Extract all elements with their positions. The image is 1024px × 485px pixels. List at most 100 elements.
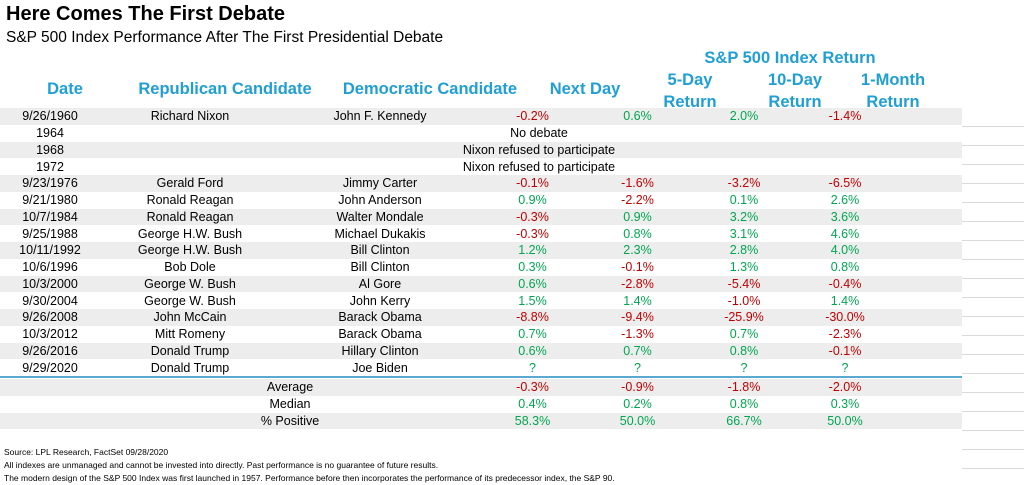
header-5-day-line1: 5-Day — [667, 71, 713, 89]
header-1-month: 1-Month Return — [843, 69, 943, 113]
footnote-disclaimer: All indexes are unmanaged and cannot be … — [4, 460, 439, 470]
five-day-cell: 1.4% — [623, 293, 652, 308]
table-row: 9/26/2008 John McCain Barack Obama -8.8% -9.… — [0, 309, 962, 326]
blank-cell — [798, 158, 892, 175]
header-date: Date — [47, 80, 83, 98]
ten-day-cell: -25.9% — [690, 309, 798, 326]
next-day-cell: ? — [529, 360, 536, 375]
table-row: 10/3/2000 George W. Bush Al Gore 0.6% -2.8% -… — [0, 275, 962, 293]
ten-day-cell: 0.8% — [729, 397, 759, 412]
five-day-cell: 0.8% — [623, 226, 652, 241]
pad-cell — [892, 292, 962, 309]
spreadsheet-gridlines — [962, 108, 1024, 469]
five-day-cell: 2.3% — [585, 242, 690, 259]
table-row: 10/6/1996 Bob Dole Bill Clinton 0.3% -0.1% 1.… — [0, 259, 962, 276]
date-cell: 9/23/1976 — [0, 175, 100, 192]
pad-cell — [892, 326, 962, 343]
blank-cell — [798, 125, 892, 142]
ten-day-cell: 0.1% — [729, 193, 759, 208]
blank-cell — [100, 125, 280, 142]
republican-cell: Ronald Reagan — [146, 193, 234, 208]
democratic-cell: Al Gore — [280, 275, 480, 293]
next-day-cell: 1.2% — [480, 242, 585, 259]
pad-cell — [892, 208, 962, 226]
one-month-cell: -2.3% — [828, 327, 862, 342]
one-month-cell: 4.0% — [798, 242, 892, 259]
pad-cell — [892, 108, 962, 125]
ten-day-cell: 3.1% — [729, 226, 759, 241]
header-next-day: Next Day — [549, 80, 621, 98]
table-row: 9/25/1988 George H.W. Bush Michael Dukakis… — [0, 225, 962, 242]
header-democratic: Democratic Candidate — [342, 80, 518, 98]
pad-cell — [892, 342, 962, 360]
republican-cell: George H.W. Bush — [100, 242, 280, 259]
next-day-cell: 58.3% — [480, 412, 585, 430]
one-month-cell: -0.1% — [798, 342, 892, 360]
date-cell: 9/21/1980 — [22, 193, 78, 208]
summary-row: % Positive 58.3% 50.0% 66.7% 50.0% — [0, 412, 962, 430]
table-row: 9/23/1976 Gerald Ford Jimmy Carter -0.1% -1.… — [0, 175, 962, 192]
blank-cell — [0, 396, 100, 413]
republican-cell: George H.W. Bush — [137, 226, 243, 241]
blank-cell — [100, 158, 280, 175]
democratic-cell: Michael Dukakis — [334, 226, 426, 241]
next-day-cell: 0.6% — [480, 342, 585, 360]
date-cell: 10/7/1984 — [0, 208, 100, 226]
summary-row: Median 0.4% 0.2% 0.8% 0.3% — [0, 396, 962, 413]
pad-cell — [892, 309, 962, 326]
page-subtitle: S&P 500 Index Performance After The Firs… — [6, 29, 444, 46]
group-header: S&P 500 Index Return — [704, 49, 876, 67]
one-month-cell: 0.3% — [830, 397, 860, 412]
republican-cell: George W. Bush — [100, 275, 280, 293]
summary-row: Average -0.3% -0.9% -1.8% -2.0% — [0, 379, 962, 396]
pad-cell — [892, 412, 962, 430]
next-day-cell: -8.8% — [480, 309, 585, 326]
ten-day-cell: -3.2% — [690, 175, 798, 192]
summary-table-body: Average -0.3% -0.9% -1.8% -2.0% Median 0.4% 0.2… — [0, 379, 962, 430]
ten-day-cell: ? — [740, 360, 748, 375]
republican-cell: Mitt Romeny — [154, 327, 226, 342]
blank-cell — [0, 412, 100, 430]
table-row: 9/30/2004 George W. Bush John Kerry 1.5% 1.4… — [0, 292, 962, 309]
democratic-cell: Bill Clinton — [280, 242, 480, 259]
republican-cell: Ronald Reagan — [100, 208, 280, 226]
date-cell: 9/26/2008 — [0, 309, 100, 326]
next-day-cell: 0.6% — [480, 275, 585, 293]
date-cell: 9/26/1960 — [0, 108, 100, 125]
summary-label: Median — [269, 397, 311, 412]
summary-label: Average — [100, 379, 480, 396]
table-row: 9/26/1960 Richard Nixon John F. Kennedy -0.… — [0, 108, 962, 125]
next-day-cell: -0.3% — [516, 226, 549, 241]
blank-cell — [892, 125, 962, 142]
date-cell: 10/3/2012 — [22, 327, 78, 342]
header-10-day: 10-Day Return — [745, 69, 845, 113]
date-cell: 1972 — [36, 159, 64, 174]
table-row: 9/21/1980 Ronald Reagan John Anderson 0.9% -… — [0, 192, 962, 209]
table-row: 10/11/1992 George H.W. Bush Bill Clinton 1.… — [0, 242, 962, 259]
date-cell: 1964 — [36, 126, 64, 141]
next-day-cell: -0.3% — [480, 208, 585, 226]
debate-table: 9/26/1960 Richard Nixon John F. Kennedy -0.… — [0, 108, 962, 376]
date-cell: 10/3/2000 — [0, 275, 100, 293]
ten-day-cell: -5.4% — [690, 275, 798, 293]
democratic-cell: John Kerry — [349, 293, 411, 308]
pad-cell — [892, 242, 962, 259]
date-cell: 1968 — [0, 141, 100, 159]
ten-day-cell: 1.3% — [729, 260, 759, 275]
one-month-cell: -2.0% — [798, 379, 892, 396]
one-month-cell: 2.6% — [830, 193, 860, 208]
header-5-day-line2: Return — [663, 93, 717, 111]
five-day-cell: 0.6% — [585, 108, 690, 125]
one-month-cell: 50.0% — [798, 412, 892, 430]
republican-cell: George W. Bush — [144, 293, 236, 308]
republican-cell: Donald Trump — [100, 342, 280, 360]
democratic-cell: John Anderson — [338, 193, 422, 208]
debate-table-body: 9/26/1960 Richard Nixon John F. Kennedy -0.… — [0, 108, 962, 376]
next-day-cell: 0.4% — [518, 397, 547, 412]
next-day-cell: -0.1% — [480, 175, 585, 192]
one-month-cell: -0.4% — [798, 275, 892, 293]
table-row: 9/26/2016 Donald Trump Hillary Clinton 0.6%… — [0, 342, 962, 360]
next-day-cell: 1.5% — [518, 293, 547, 308]
republican-cell: Donald Trump — [150, 360, 230, 375]
one-month-cell: ? — [841, 360, 849, 375]
